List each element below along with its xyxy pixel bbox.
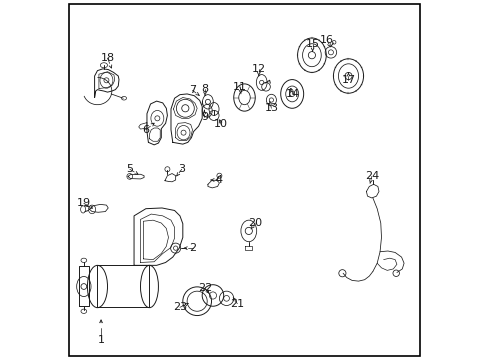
- Text: 20: 20: [248, 218, 262, 228]
- Text: 9: 9: [201, 112, 207, 122]
- Text: 18: 18: [100, 53, 114, 63]
- Text: 12: 12: [251, 64, 265, 74]
- Text: 17: 17: [341, 75, 355, 85]
- Text: 22: 22: [198, 283, 212, 293]
- Text: 1: 1: [98, 334, 104, 345]
- Text: 2: 2: [188, 243, 196, 253]
- Text: 21: 21: [230, 299, 244, 309]
- Text: 10: 10: [214, 120, 228, 129]
- Text: 19: 19: [77, 198, 91, 208]
- Text: 4: 4: [215, 175, 223, 185]
- Text: 6: 6: [142, 125, 149, 135]
- Text: 16: 16: [319, 35, 333, 45]
- Text: 11: 11: [233, 82, 247, 92]
- Text: 3: 3: [178, 164, 185, 174]
- Text: 5: 5: [126, 164, 133, 174]
- Text: 7: 7: [188, 85, 196, 95]
- Text: 13: 13: [264, 103, 278, 113]
- Text: 23: 23: [173, 302, 186, 312]
- Text: 8: 8: [201, 84, 208, 94]
- Text: 24: 24: [364, 171, 378, 181]
- Text: 14: 14: [285, 89, 299, 99]
- Text: 15: 15: [305, 39, 319, 49]
